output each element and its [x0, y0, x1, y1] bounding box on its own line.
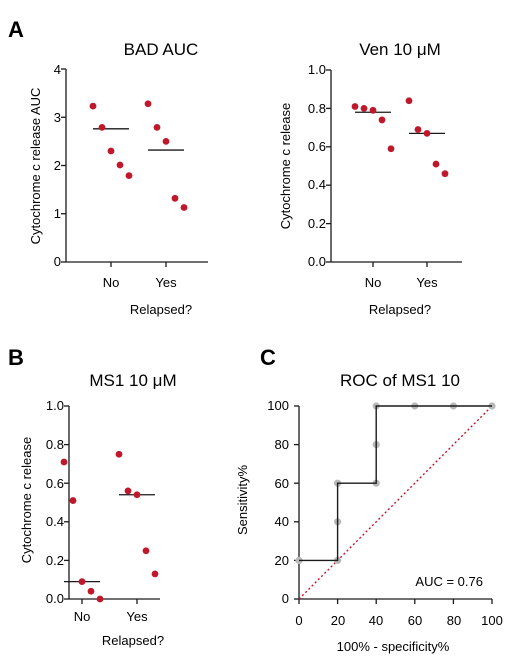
chart-bad-auc: BAD AUC Relapsed? Cytochrome c release A… [28, 40, 208, 317]
chart-roc-ms1: ROC of MS1 10 100% - specificity% Sensit… [235, 371, 503, 654]
y-tick-label: 2 [54, 158, 61, 173]
data-point [423, 129, 431, 137]
x-tick-label: Yes [155, 275, 177, 290]
y-tick-label: 80 [275, 437, 289, 452]
y-tick-label: 1.0 [46, 398, 64, 413]
y-tick-label: 0.0 [46, 591, 64, 606]
x-tick-label: No [365, 275, 382, 290]
y-tick-label: 0 [54, 254, 61, 269]
chart-title: Ven 10 μM [359, 40, 441, 59]
x-axis-label: Relapsed? [369, 302, 431, 317]
x-tick-label: 40 [369, 613, 383, 628]
y-tick-label: 0.4 [308, 177, 326, 192]
chart-ven-10: Ven 10 μM Relapsed? Cytochrome c release… [278, 40, 462, 317]
y-tick-label: 20 [275, 553, 289, 568]
y-tick-label: 0.6 [308, 139, 326, 154]
chart-title: BAD AUC [124, 40, 199, 59]
y-tick-label: 0.4 [46, 514, 64, 529]
data-point [351, 103, 359, 110]
y-tick-label: 0 [282, 591, 289, 606]
data-point [153, 123, 161, 131]
x-tick-label: 20 [331, 613, 345, 628]
data-point [60, 458, 68, 466]
data-point [89, 102, 97, 110]
x-tick-label: Yes [126, 609, 148, 624]
x-tick-label: 0 [295, 613, 302, 628]
x-tick-label: No [103, 275, 120, 290]
data-point [133, 491, 141, 499]
panel-letter-c: C [260, 345, 276, 370]
data-point [107, 147, 115, 155]
data-point [115, 450, 123, 458]
data-point [162, 137, 170, 145]
y-tick-label: 0.0 [308, 254, 326, 269]
y-tick-label: 0.8 [308, 101, 326, 116]
data-point [96, 595, 104, 603]
x-tick-label: Yes [416, 275, 438, 290]
panel-letter-b: B [8, 345, 24, 370]
panel-letter-a: A [8, 17, 24, 42]
y-tick-label: 0.6 [46, 476, 64, 491]
reference-line [298, 405, 493, 600]
x-tick-label: 60 [408, 613, 422, 628]
data-point [180, 204, 188, 211]
y-tick-label: 0.2 [46, 553, 64, 568]
y-tick-label: 0.8 [46, 437, 64, 452]
y-tick-label: 3 [54, 110, 61, 125]
y-axis-label: Cytochrome c release [278, 103, 293, 229]
y-tick-label: 100 [267, 398, 289, 413]
data-point [142, 547, 150, 555]
data-point [405, 97, 413, 105]
x-tick-label: 80 [447, 613, 461, 628]
x-axis-label: 100% - specificity% [337, 639, 450, 654]
y-tick-label: 40 [275, 514, 289, 529]
data-point [441, 170, 449, 178]
x-axis-label: Relapsed? [130, 302, 192, 317]
data-point [144, 100, 152, 108]
y-tick-label: 60 [275, 476, 289, 491]
x-tick-label: 100 [481, 613, 503, 628]
y-axis-label: Cytochrome c release AUC [28, 88, 43, 245]
x-tick-label: No [74, 609, 91, 624]
y-axis-label: Sensitivity% [235, 465, 250, 536]
data-point [151, 570, 159, 578]
data-point [171, 194, 179, 202]
auc-annotation: AUC = 0.76 [415, 574, 483, 589]
x-axis-label: Relapsed? [102, 633, 164, 648]
y-tick-label: 0.2 [308, 216, 326, 231]
data-point [378, 116, 386, 124]
data-point [414, 126, 422, 133]
data-point [116, 161, 124, 169]
data-point [125, 172, 133, 180]
chart-ms1-10: MS1 10 μM Relapsed? Cytochrome c release… [19, 371, 177, 648]
data-point [432, 160, 440, 168]
data-point [360, 105, 368, 112]
data-point [387, 145, 395, 153]
y-axis-label: Cytochrome c release [19, 437, 34, 563]
y-tick-label: 1 [54, 206, 61, 221]
y-tick-label: 4 [54, 62, 61, 77]
data-point [369, 106, 377, 114]
roc-curve [299, 405, 492, 562]
data-point [78, 578, 86, 586]
data-point [87, 587, 95, 595]
data-point [98, 123, 106, 131]
chart-title: MS1 10 μM [89, 371, 176, 390]
y-tick-label: 1.0 [308, 62, 326, 77]
data-point [124, 487, 132, 495]
chart-title: ROC of MS1 10 [340, 371, 460, 390]
data-point [69, 497, 77, 504]
